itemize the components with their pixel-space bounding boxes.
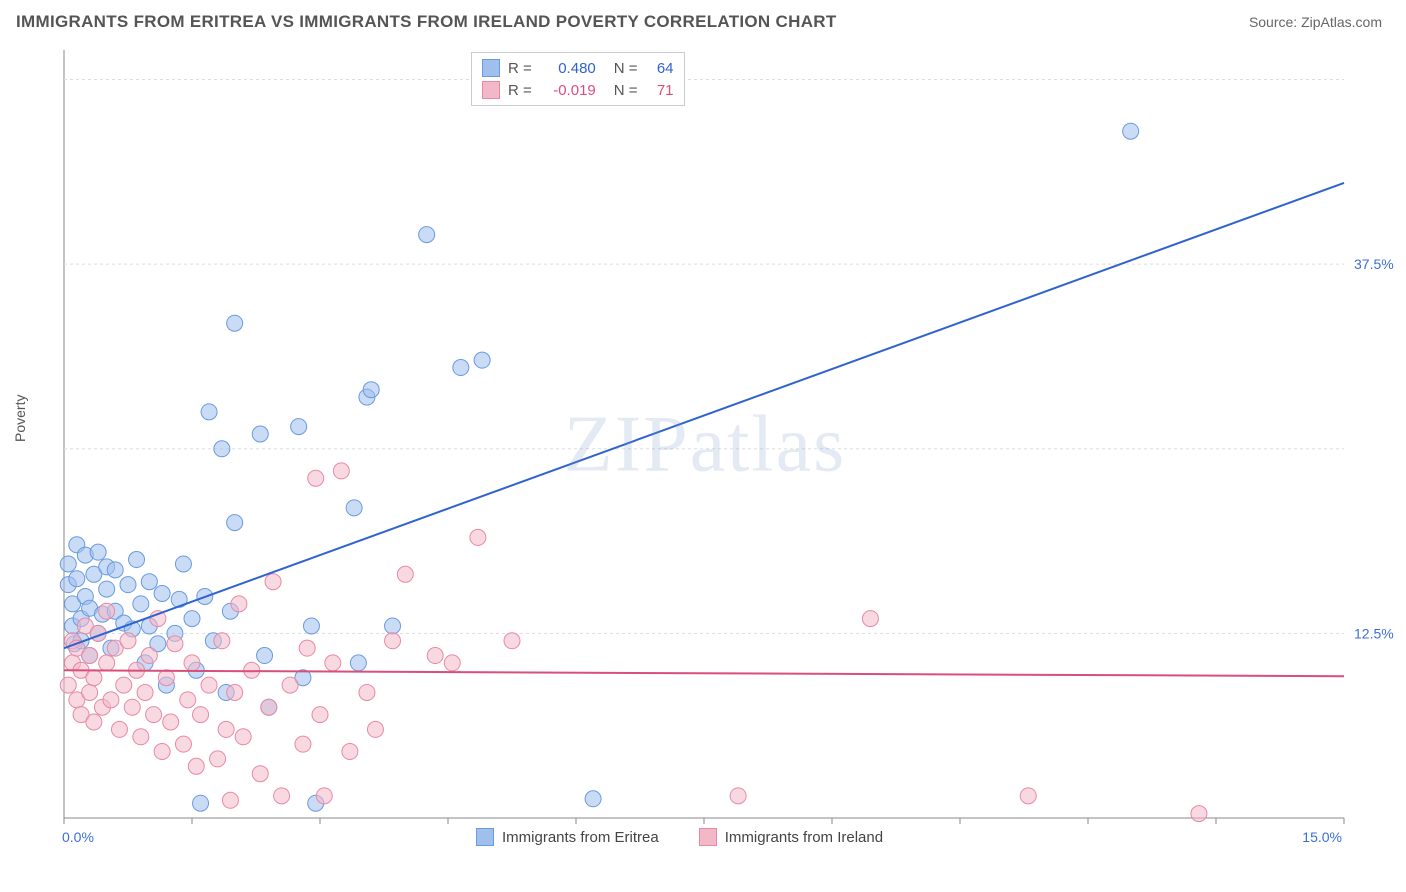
svg-text:15.0%: 15.0%: [1302, 829, 1342, 845]
legend-item: Immigrants from Eritrea: [476, 828, 659, 846]
stat-n-value: 64: [646, 60, 674, 77]
chart-title: IMMIGRANTS FROM ERITREA VS IMMIGRANTS FR…: [16, 12, 837, 32]
y-axis-label: Poverty: [12, 395, 28, 442]
svg-text:12.5%: 12.5%: [1354, 625, 1394, 641]
series-swatch: [482, 81, 500, 99]
series-immigrants-from-eritrea: [60, 123, 1138, 811]
chart-container: Poverty ZIPatlas 12.5%37.5%0.0%15.0% R =…: [16, 44, 1394, 880]
stats-row: R = -0.019 N = 71: [482, 79, 674, 101]
legend-swatch: [476, 828, 494, 846]
scatter-chart: 12.5% 37.5% 0.0% 15.0%: [16, 44, 1394, 880]
correlation-stats-box: R = 0.480 N = 64 R = -0.019 N = 71: [471, 52, 685, 106]
legend-label: Immigrants from Ireland: [725, 829, 883, 846]
series-swatch: [482, 59, 500, 77]
stat-r-label: R =: [508, 82, 532, 99]
stat-n-label: N =: [614, 60, 638, 77]
source-name: ZipAtlas.com: [1301, 14, 1382, 30]
legend-swatch: [699, 828, 717, 846]
series-legend: Immigrants from Eritrea Immigrants from I…: [476, 828, 883, 846]
source-prefix: Source:: [1249, 14, 1301, 30]
stat-r-label: R =: [508, 60, 532, 77]
legend-item: Immigrants from Ireland: [699, 828, 883, 846]
svg-text:37.5%: 37.5%: [1354, 256, 1394, 272]
stat-r-value: 0.480: [540, 60, 596, 77]
stats-row: R = 0.480 N = 64: [482, 57, 674, 79]
source-attribution: Source: ZipAtlas.com: [1249, 14, 1382, 30]
stat-n-value: 71: [646, 82, 674, 99]
svg-text:0.0%: 0.0%: [62, 829, 94, 845]
chart-header: IMMIGRANTS FROM ERITREA VS IMMIGRANTS FR…: [0, 0, 1406, 36]
legend-label: Immigrants from Eritrea: [502, 829, 659, 846]
stat-n-label: N =: [614, 82, 638, 99]
stat-r-value: -0.019: [540, 82, 596, 99]
